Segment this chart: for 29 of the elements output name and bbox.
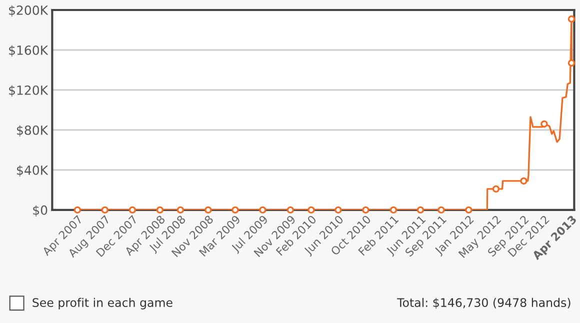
point [308, 206, 315, 214]
point [101, 206, 109, 214]
point [232, 206, 239, 214]
y-tick-label: $40K [17, 165, 48, 177]
y-tick-label: $0 [33, 205, 48, 217]
point [438, 206, 445, 214]
point [416, 206, 424, 214]
point [540, 120, 548, 128]
point [390, 206, 398, 214]
y-tick-label: $160K [9, 45, 48, 57]
point [465, 206, 472, 214]
point [156, 206, 164, 214]
point [492, 185, 500, 193]
point [74, 206, 82, 214]
y-tick-label: $80K [17, 125, 48, 137]
text: See profit in each game [32, 298, 172, 310]
point [259, 206, 266, 214]
point [286, 206, 294, 214]
y-tick-label: $120K [9, 85, 48, 97]
point [334, 206, 342, 214]
point [568, 15, 576, 23]
point [568, 59, 576, 67]
text: Total: $146,730 (9478 hands) [397, 298, 570, 309]
point [362, 206, 370, 214]
point [176, 206, 184, 214]
y-tick-label: $200K [9, 5, 48, 17]
point [520, 177, 528, 185]
point [128, 206, 136, 214]
point [204, 206, 212, 214]
